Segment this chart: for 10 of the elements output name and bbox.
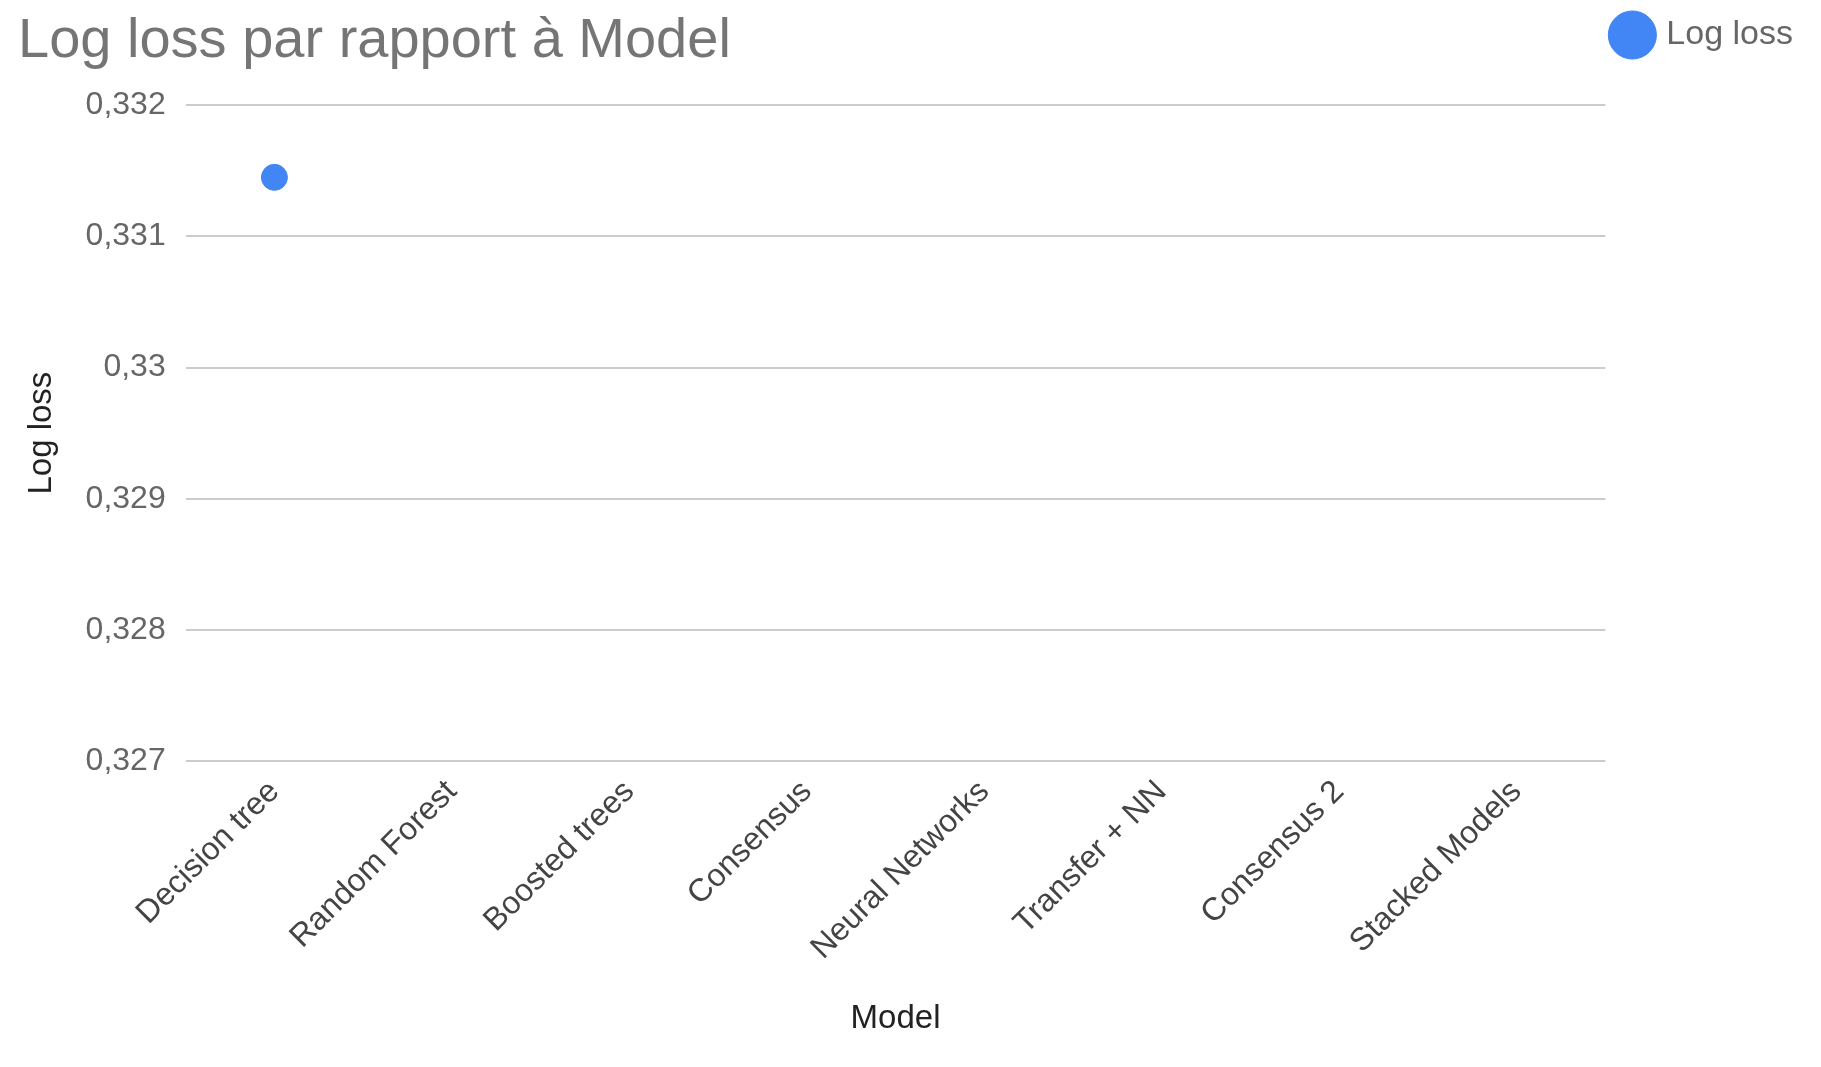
y-tick-label: 0,332 <box>85 85 166 122</box>
y-tick-label: 0,329 <box>85 478 166 515</box>
y-tick-label: 0,33 <box>103 347 166 384</box>
chart-title: Log loss par rapport à Model <box>18 6 731 70</box>
y-tick-label: 0,331 <box>85 216 166 253</box>
y-tick-label: 0,327 <box>85 740 166 777</box>
y-axis-title: Log loss <box>20 371 58 495</box>
legend-label: Log loss <box>1666 13 1793 52</box>
y-tick-label: 0,328 <box>85 609 166 646</box>
x-axis-title: Model <box>850 998 941 1036</box>
